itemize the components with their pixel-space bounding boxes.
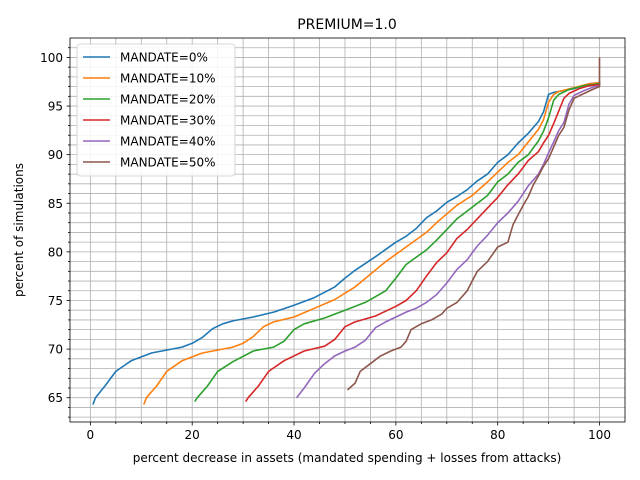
- y-tick-label: 100: [40, 51, 63, 65]
- legend-label: MANDATE=40%: [120, 135, 215, 149]
- series-line-2: [143, 81, 601, 405]
- x-tick-label: 80: [490, 428, 505, 442]
- plot-frame: [69, 37, 626, 423]
- x-tick-label: 20: [185, 428, 200, 442]
- y-tick-label: 90: [48, 148, 63, 162]
- series-line-6: [346, 57, 601, 391]
- y-tick-label: 80: [48, 245, 63, 259]
- axis-ticks: 0 20 40 60 80 100 65 70 75 80 85 90 95 100: [40, 47, 611, 442]
- y-axis-label: percent of simulations: [12, 163, 26, 297]
- series-lines: [92, 57, 601, 405]
- legend-label: MANDATE=0%: [120, 51, 208, 65]
- y-tick-label: 95: [48, 100, 63, 114]
- y-tick-label: 65: [48, 391, 63, 405]
- y-tick-label: 85: [48, 197, 63, 211]
- chart-title: PREMIUM=1.0: [297, 17, 397, 33]
- series-line-4: [245, 83, 601, 403]
- x-axis-label: percent decrease in assets (mandated spe…: [133, 451, 562, 465]
- legend: MANDATE=0% MANDATE=10% MANDATE=20% MANDATE=…: [76, 43, 236, 177]
- x-tick-label: 100: [588, 428, 611, 442]
- legend-label: MANDATE=20%: [120, 93, 215, 107]
- y-tick-label: 70: [48, 343, 63, 357]
- legend-label: MANDATE=30%: [120, 114, 215, 128]
- y-tick-label: 75: [48, 294, 63, 308]
- series-line-5: [295, 84, 601, 399]
- x-tick-label: 60: [388, 428, 403, 442]
- legend-label: MANDATE=50%: [120, 156, 215, 170]
- legend-label: MANDATE=10%: [120, 72, 215, 86]
- series-line-1: [92, 80, 601, 405]
- x-tick-label: 0: [87, 428, 95, 442]
- series-line-3: [194, 82, 601, 403]
- legend-box: [76, 43, 236, 177]
- x-tick-label: 40: [286, 428, 301, 442]
